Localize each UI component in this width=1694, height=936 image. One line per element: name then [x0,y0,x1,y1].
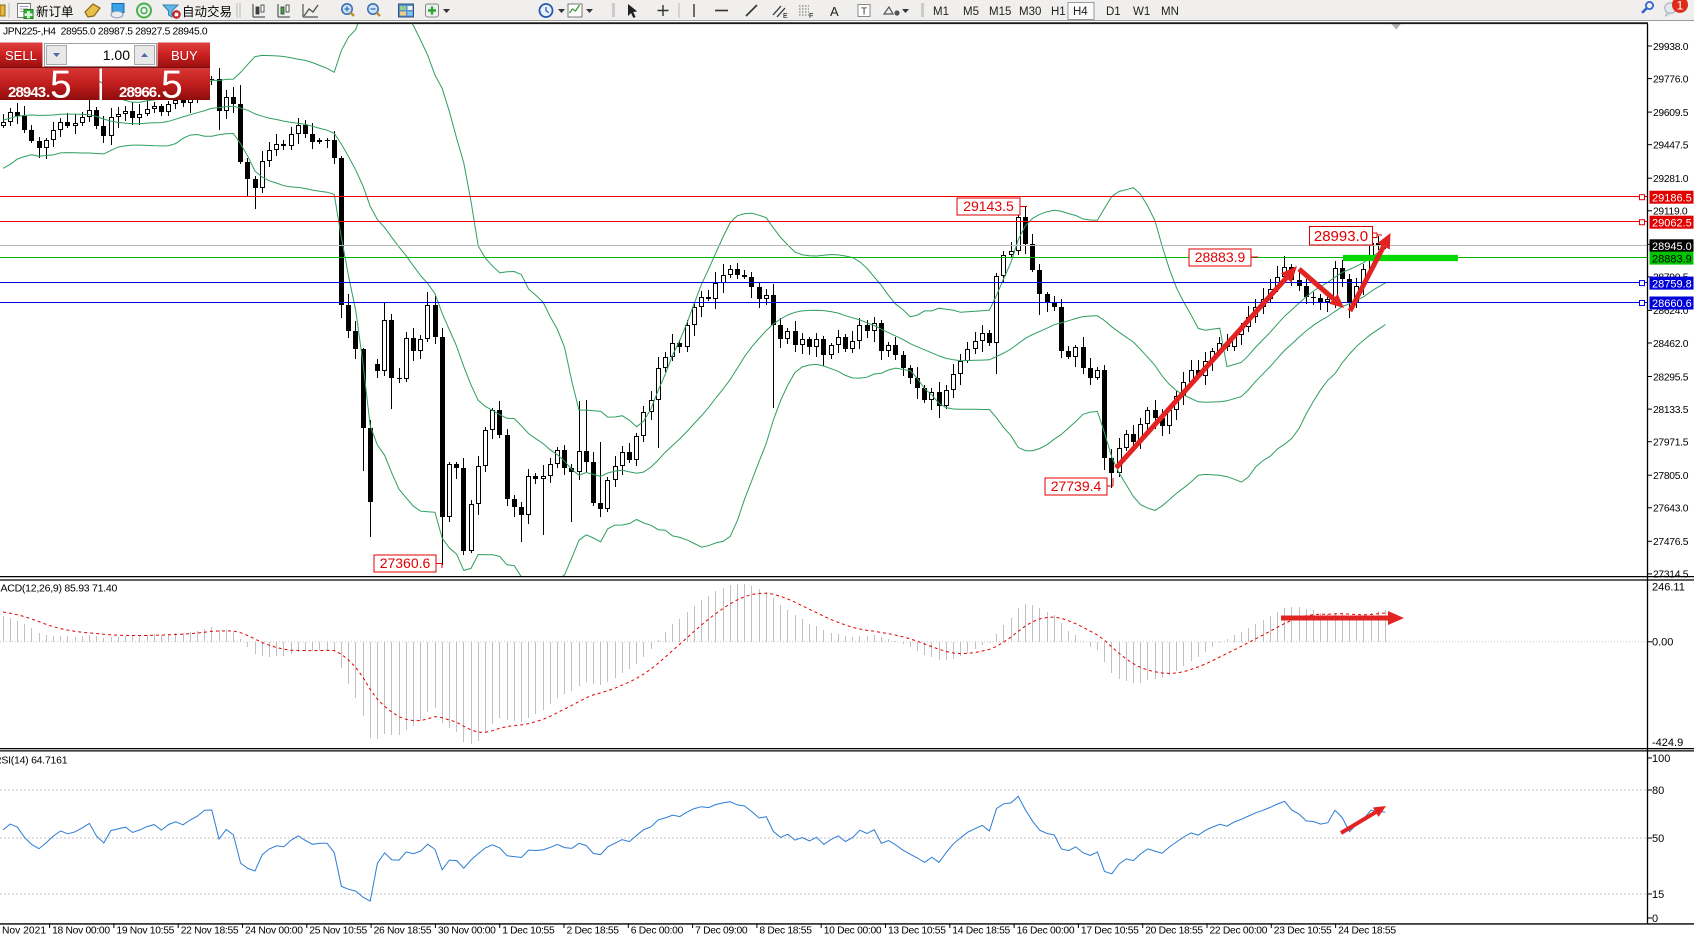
svg-text:28943: 28943 [8,84,46,101]
svg-text:25 Nov 10:55: 25 Nov 10:55 [309,926,367,936]
svg-text:28966: 28966 [119,84,157,101]
svg-text:29938.0: 29938.0 [1653,42,1689,53]
svg-text:28883.9: 28883.9 [1195,249,1246,265]
svg-text:MACD(12,26,9) 85.93 71.40: MACD(12,26,9) 85.93 71.40 [0,583,117,595]
svg-text:28660.6: 28660.6 [1652,298,1692,310]
svg-text:.: . [46,84,50,101]
svg-text:7 Dec 09:00: 7 Dec 09:00 [695,926,748,936]
svg-text:.: . [157,84,161,101]
svg-text:26 Nov 18:55: 26 Nov 18:55 [374,926,432,936]
svg-text:M5: M5 [963,6,979,18]
svg-text:5: 5 [161,64,183,107]
svg-text:23 Dec 10:55: 23 Dec 10:55 [1274,926,1332,936]
svg-text:27476.5: 27476.5 [1653,537,1689,548]
svg-text:29447.5: 29447.5 [1653,141,1689,152]
svg-text:80: 80 [1652,785,1664,797]
svg-text:28883.9: 28883.9 [1652,253,1692,265]
svg-text:1 Dec 10:55: 1 Dec 10:55 [502,926,555,936]
svg-text:Nov 2021: Nov 2021 [2,926,46,936]
svg-text:27971.5: 27971.5 [1653,438,1689,449]
svg-text:0.00: 0.00 [1652,637,1673,649]
svg-text:H4: H4 [1073,6,1088,18]
svg-text:0: 0 [1652,913,1658,925]
svg-text:28993.0: 28993.0 [1314,228,1368,245]
svg-text:8 Dec 18:55: 8 Dec 18:55 [759,926,812,936]
svg-text:28295.5: 28295.5 [1653,372,1689,383]
svg-text:27643.0: 27643.0 [1653,504,1689,515]
svg-text:19 Nov 10:55: 19 Nov 10:55 [116,926,174,936]
svg-text:28945.0: 28945.0 [1652,241,1692,253]
svg-text:100: 100 [1652,753,1670,765]
svg-text:29186.5: 29186.5 [1652,192,1692,204]
svg-text:M30: M30 [1019,6,1041,18]
svg-text:10 Dec 00:00: 10 Dec 00:00 [824,926,882,936]
svg-text:BUY: BUY [171,48,198,63]
svg-text:H1: H1 [1051,6,1066,18]
svg-text:27739.4: 27739.4 [1051,478,1102,494]
svg-text:29776.0: 29776.0 [1653,74,1689,85]
svg-text:28624.0: 28624.0 [1653,306,1689,317]
svg-text:M15: M15 [989,6,1011,18]
svg-text:14 Dec 18:55: 14 Dec 18:55 [952,926,1010,936]
svg-text:-424.9: -424.9 [1652,737,1683,749]
svg-text:30 Nov 00:00: 30 Nov 00:00 [438,926,496,936]
svg-text:27360.6: 27360.6 [380,555,431,571]
svg-text:22 Nov 18:55: 22 Nov 18:55 [181,926,239,936]
svg-text:246.11: 246.11 [1652,582,1685,594]
svg-text:13 Dec 10:55: 13 Dec 10:55 [888,926,946,936]
svg-text:29281.0: 29281.0 [1653,174,1689,185]
svg-text:JPN225-,H4 28955.0 28987.5 28: JPN225-,H4 28955.0 28987.5 28927.5 28945… [3,27,208,38]
svg-text:自动交易: 自动交易 [182,4,232,19]
svg-text:28133.5: 28133.5 [1653,405,1689,416]
svg-text:20 Dec 18:55: 20 Dec 18:55 [1145,926,1203,936]
svg-text:17 Dec 10:55: 17 Dec 10:55 [1081,926,1139,936]
svg-text:24 Nov 00:00: 24 Nov 00:00 [245,926,303,936]
svg-text:MN: MN [1161,6,1179,18]
svg-text:T: T [861,7,867,18]
svg-text:16 Dec 00:00: 16 Dec 00:00 [1017,926,1075,936]
svg-text:5: 5 [50,64,72,107]
svg-text:28759.8: 28759.8 [1652,278,1692,290]
svg-text:E: E [783,13,788,20]
svg-text:新订单: 新订单 [36,4,74,19]
svg-text:RSI(14) 64.7161: RSI(14) 64.7161 [0,755,68,767]
svg-text:50: 50 [1652,833,1664,845]
svg-text:A: A [830,4,839,19]
svg-text:27314.5: 27314.5 [1653,570,1689,581]
svg-text:28462.0: 28462.0 [1653,339,1689,350]
svg-text:29143.5: 29143.5 [963,198,1014,214]
svg-text:27805.0: 27805.0 [1653,471,1689,482]
svg-text:F: F [809,13,813,20]
svg-text:29119.0: 29119.0 [1653,207,1688,218]
svg-text:1: 1 [1677,0,1684,13]
svg-text:W1: W1 [1133,6,1150,18]
svg-text:1.00: 1.00 [103,47,130,63]
svg-text:M1: M1 [933,6,949,18]
svg-text:18 Nov 00:00: 18 Nov 00:00 [52,926,110,936]
svg-text:24 Dec 18:55: 24 Dec 18:55 [1338,926,1396,936]
svg-text:22 Dec 00:00: 22 Dec 00:00 [1210,926,1268,936]
svg-text:SELL: SELL [5,48,37,63]
svg-text:6 Dec 00:00: 6 Dec 00:00 [631,926,684,936]
svg-text:29062.5: 29062.5 [1652,217,1692,229]
svg-text:29609.5: 29609.5 [1653,108,1689,119]
svg-text:2 Dec 18:55: 2 Dec 18:55 [567,926,620,936]
svg-text:D1: D1 [1106,6,1121,18]
svg-text:15: 15 [1652,889,1664,901]
